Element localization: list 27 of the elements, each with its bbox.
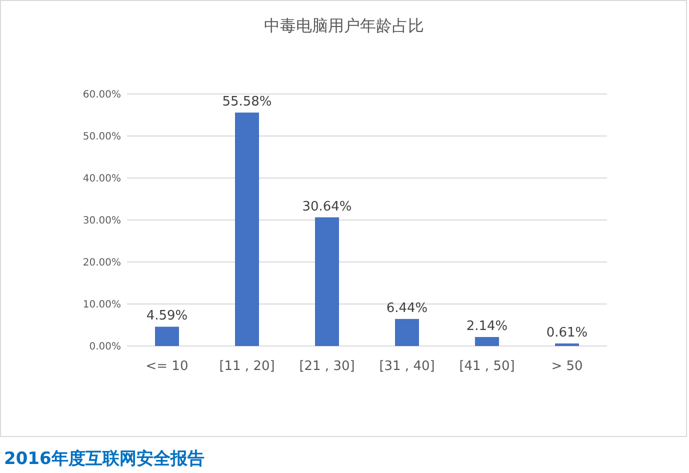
data-label: 55.58% — [222, 94, 272, 110]
bar — [395, 318, 419, 346]
x-tick-label: > 50 — [551, 359, 583, 374]
x-tick-label: [41 , 50] — [459, 359, 515, 374]
y-tick-label: 10.00% — [82, 300, 121, 310]
y-tick-label: 30.00% — [82, 216, 121, 226]
data-label: 4.59% — [146, 308, 188, 324]
bar — [555, 343, 579, 346]
y-tick-label: 40.00% — [82, 174, 121, 184]
chart-title: 中毒电脑用户年龄占比 — [264, 16, 424, 35]
x-tick-label: <= 10 — [146, 359, 188, 374]
data-label: 30.64% — [302, 199, 352, 214]
data-label: 6.44% — [386, 300, 428, 316]
y-tick-label: 60.00% — [82, 90, 121, 100]
y-tick-label: 0.00% — [89, 342, 121, 352]
bar — [475, 337, 499, 346]
bar — [155, 326, 179, 346]
x-tick-label: [31 , 40] — [379, 359, 435, 374]
y-tick-label: 20.00% — [82, 258, 121, 268]
y-tick-label: 50.00% — [82, 132, 121, 142]
data-label: 0.61% — [546, 325, 588, 340]
text: 2016年度互联网安全报告 — [4, 449, 204, 469]
data-label: 2.14% — [466, 319, 508, 334]
x-tick-label: [11 , 20] — [219, 359, 275, 374]
bar — [315, 217, 339, 346]
x-tick-label: [21 , 30] — [299, 359, 355, 374]
bar — [235, 112, 259, 346]
